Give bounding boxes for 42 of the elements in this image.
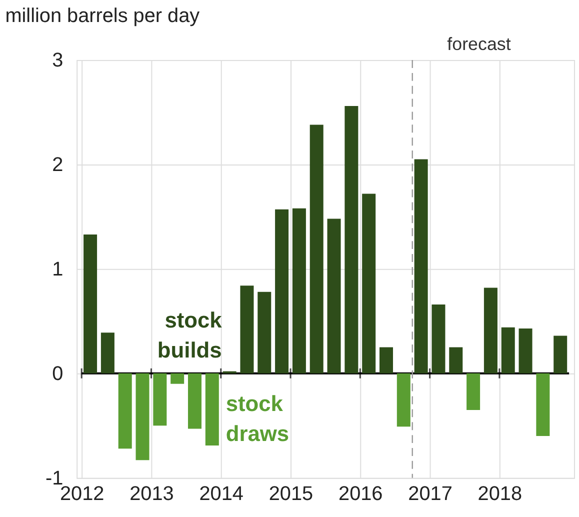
bar bbox=[136, 373, 150, 460]
y-tick-label: 3 bbox=[52, 49, 64, 72]
bar bbox=[380, 347, 393, 374]
ref-line-label: forecast bbox=[447, 34, 511, 54]
x-tick-label: 2017 bbox=[408, 483, 452, 506]
y-tick-label: 0 bbox=[52, 362, 64, 385]
x-tick-label: 2012 bbox=[60, 483, 104, 506]
y-tick-label: 2 bbox=[52, 154, 64, 176]
bar bbox=[518, 328, 532, 374]
bar bbox=[362, 194, 376, 374]
bar bbox=[84, 234, 98, 374]
bar bbox=[205, 373, 219, 446]
x-tick-label: 2015 bbox=[268, 483, 314, 506]
bar bbox=[554, 336, 568, 374]
y-tick-label: 1 bbox=[52, 258, 64, 280]
bar bbox=[414, 159, 428, 374]
bar bbox=[536, 373, 550, 436]
bar bbox=[258, 292, 272, 374]
bar bbox=[449, 347, 463, 374]
annotation: stock builds bbox=[157, 308, 223, 362]
x-tick-label: 2013 bbox=[130, 483, 174, 506]
bar bbox=[432, 304, 446, 374]
bar bbox=[118, 373, 132, 449]
bar bbox=[153, 373, 167, 426]
bar bbox=[327, 218, 341, 374]
chart-title: million barrels per day bbox=[5, 5, 200, 28]
bar bbox=[100, 332, 114, 374]
bar bbox=[501, 327, 515, 374]
bar bbox=[275, 209, 289, 374]
bar bbox=[310, 124, 324, 374]
bar bbox=[170, 373, 184, 384]
annotation: stock draws bbox=[226, 391, 290, 446]
bar bbox=[344, 106, 358, 374]
bar bbox=[484, 288, 498, 374]
bar bbox=[240, 286, 254, 374]
bar bbox=[466, 373, 480, 410]
bar bbox=[396, 373, 410, 427]
x-tick-label: 2016 bbox=[338, 483, 383, 506]
x-tick-label: 2018 bbox=[478, 483, 522, 506]
bar bbox=[292, 208, 306, 374]
bar bbox=[188, 373, 202, 429]
x-tick-label: 2014 bbox=[199, 483, 244, 506]
